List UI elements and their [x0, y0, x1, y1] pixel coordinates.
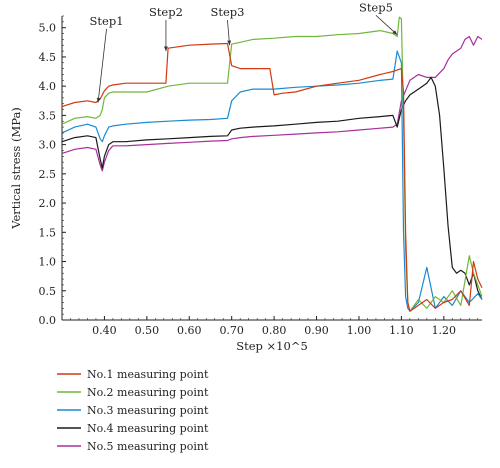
annotation-arrowhead	[227, 40, 232, 46]
legend-label-4: No.4 measuring point	[87, 422, 209, 435]
y-tick-label: 0.5	[39, 285, 57, 298]
y-axis: 0.0 0.5 1.0 1.5 2.0 2.5 3.0 3.5 4.0 4.5 5.0	[39, 15, 66, 327]
x-tick-label: 0.80	[262, 324, 287, 337]
annotation-label: Step1	[90, 14, 124, 28]
x-axis: 0.40 0.50 0.60 0.70 0.80 0.90 1.00 1.10 1.20	[61, 316, 479, 337]
annotation-label: Step3	[210, 5, 244, 19]
series-line-1	[61, 42, 483, 312]
x-tick-label: 0.60	[177, 324, 202, 337]
x-tick-label: 1.10	[389, 324, 414, 337]
y-axis-title: Vertical stress (MPa)	[9, 107, 23, 230]
y-tick-label: 4.0	[39, 80, 57, 93]
x-tick-label: 1.00	[347, 324, 372, 337]
y-tick-label: 5.0	[39, 22, 57, 35]
y-tick-label: 2.5	[39, 168, 57, 181]
annotation-label: Step5	[359, 0, 393, 14]
y-tick-label: 1.5	[39, 226, 57, 239]
x-tick-label: 0.50	[135, 324, 160, 337]
y-tick-label: 3.0	[39, 139, 57, 152]
x-tick-label: 0.90	[304, 324, 329, 337]
plot-frame	[61, 16, 482, 321]
legend-label-5: No.5 measuring point	[87, 440, 209, 453]
y-tick-label: 3.5	[39, 109, 57, 122]
annotation-arrow	[97, 28, 107, 103]
series-line-3	[61, 50, 483, 312]
legend-label-3: No.3 measuring point	[87, 404, 209, 417]
legend: No.1 measuring point No.2 measuring point…	[57, 368, 209, 453]
annotation-arrowhead	[164, 46, 168, 52]
legend-label-1: No.1 measuring point	[87, 368, 209, 381]
series-layer	[61, 16, 483, 312]
y-tick-label: 2.0	[39, 197, 57, 210]
series-line-5	[61, 35, 483, 172]
y-tick-label: 0.0	[39, 314, 57, 327]
legend-label-2: No.2 measuring point	[87, 386, 209, 399]
annotation-arrowhead	[96, 97, 101, 103]
y-tick-label: 1.0	[39, 256, 57, 269]
annotations-layer: Step1 Step2 Step3 Step5	[90, 0, 398, 103]
series-line-2	[61, 16, 483, 312]
x-tick-label: 0.40	[92, 324, 117, 337]
annotation-arrow	[375, 15, 398, 36]
annotation-label: Step2	[149, 5, 183, 19]
x-tick-label: 0.70	[219, 324, 244, 337]
annotation-arrowhead	[392, 30, 398, 35]
y-tick-label: 4.5	[39, 51, 57, 64]
x-axis-title: Step ×10^5	[236, 339, 308, 353]
x-tick-label: 1.20	[432, 324, 457, 337]
series-line-4	[61, 76, 483, 300]
